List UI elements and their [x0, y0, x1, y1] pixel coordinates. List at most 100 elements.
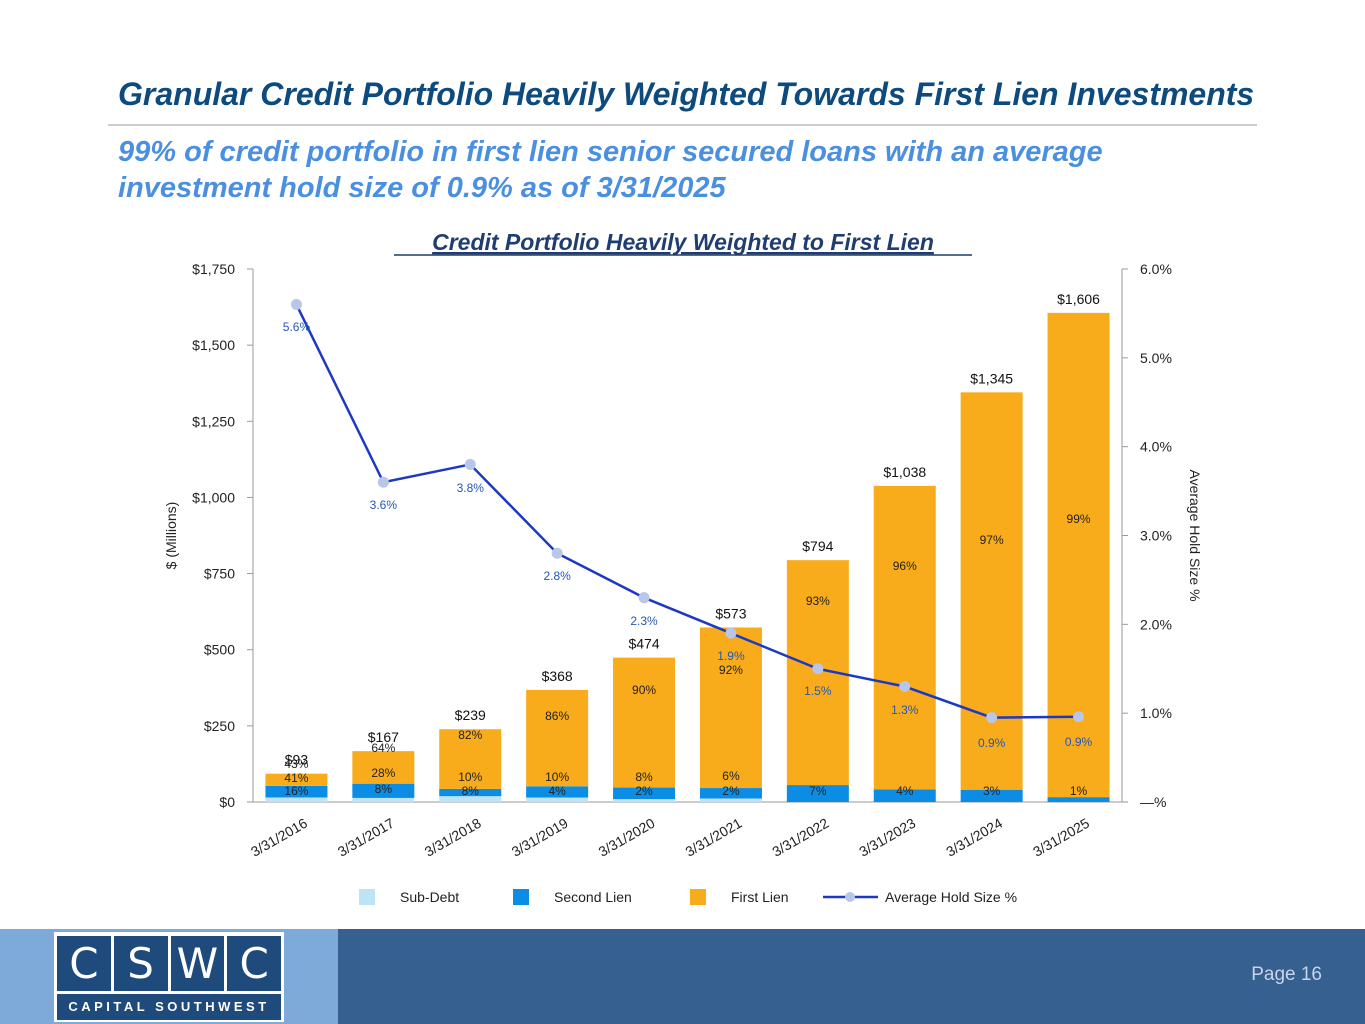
x-tick-label: 3/31/2025 — [1030, 815, 1092, 860]
data-label-second-lien: 1% — [1070, 784, 1088, 798]
bar-total-label: $167 — [368, 729, 399, 745]
data-label-second-lien: 4% — [896, 784, 914, 798]
line-marker — [812, 663, 824, 675]
data-label-first-lien: 82% — [458, 728, 482, 742]
line-data-label: 0.9% — [978, 736, 1006, 750]
legend-swatch — [513, 889, 529, 905]
line-marker — [725, 627, 737, 639]
y-tick-label-right: 3.0% — [1140, 528, 1172, 544]
line-data-label: 0.9% — [1065, 735, 1093, 749]
y-tick-label-left: $1,500 — [192, 337, 235, 353]
y-tick-label-left: $1,000 — [192, 489, 235, 505]
line-marker — [551, 547, 563, 559]
data-label-second-lien: 10% — [545, 770, 569, 784]
data-label-first-lien: 92% — [719, 663, 743, 677]
legend-line-marker — [845, 892, 855, 902]
y-tick-label-left: $1,250 — [192, 413, 235, 429]
bar-segment-first-lien — [613, 657, 676, 788]
bar-total-label: $573 — [715, 605, 746, 621]
y-axis-label-left: $ (Millions) — [163, 502, 179, 570]
title-divider — [108, 124, 1257, 126]
bar-total-label: $1,606 — [1057, 291, 1100, 307]
logo-letter: C — [227, 936, 281, 991]
x-tick-label: 3/31/2020 — [596, 815, 658, 860]
bar-segment-second-lien — [1047, 797, 1110, 802]
bar-segment-sub-debt — [265, 797, 328, 802]
line-marker — [377, 476, 389, 488]
y-tick-label-right: 4.0% — [1140, 439, 1172, 455]
bar-segment-second-lien — [873, 789, 936, 802]
data-label-first-lien: 64% — [371, 741, 395, 755]
legend-label: Average Hold Size % — [885, 889, 1017, 905]
data-label-sub-debt: 16% — [284, 784, 308, 798]
data-label-sub-debt: 8% — [462, 784, 480, 798]
bar-total-label: $368 — [542, 668, 573, 684]
line-data-label: 1.3% — [891, 703, 919, 717]
bar-total-label: $1,038 — [883, 464, 926, 480]
x-tick-label: 3/31/2022 — [769, 815, 831, 860]
line-marker — [290, 299, 302, 311]
bar-segment-second-lien — [699, 788, 762, 799]
page-subtitle: 99% of credit portfolio in first lien se… — [118, 136, 1103, 204]
y-tick-label-left: $500 — [204, 642, 235, 658]
y-tick-label-left: $0 — [219, 794, 235, 810]
bar-segment-first-lien — [699, 627, 762, 789]
data-label-sub-debt: 8% — [375, 782, 393, 796]
legend-label: Sub-Debt — [400, 889, 459, 905]
data-label-second-lien: 28% — [371, 766, 395, 780]
cswc-logo: C S W C CAPITAL SOUTHWEST — [54, 932, 284, 1022]
logo-letter: S — [113, 936, 168, 991]
data-label-second-lien: 3% — [983, 784, 1001, 798]
y-tick-label-right: 5.0% — [1140, 350, 1172, 366]
bar-segment-first-lien — [960, 392, 1023, 790]
line-marker — [638, 592, 650, 604]
x-tick-label: 3/31/2021 — [682, 815, 744, 860]
data-label-sub-debt: 2% — [635, 784, 653, 798]
bar-total-label: $474 — [628, 636, 659, 652]
logo-letters: C S W C — [57, 936, 281, 991]
bar-segment-first-lien — [1047, 312, 1110, 798]
x-tick-label: 3/31/2019 — [509, 815, 571, 860]
data-label-sub-debt: 2% — [722, 784, 740, 798]
legend-label: First Lien — [731, 889, 789, 905]
y-tick-label-right: 1.0% — [1140, 705, 1172, 721]
line-data-label: 1.9% — [717, 649, 745, 663]
credit-portfolio-chart: Credit Portfolio Heavily Weighted to Fir… — [163, 229, 1203, 905]
bar-total-label: $239 — [455, 707, 486, 723]
line-data-label: 5.6% — [283, 320, 311, 334]
bar-segment-sub-debt — [526, 797, 589, 802]
line-average-hold-size — [295, 303, 1079, 719]
bar-segment-second-lien — [613, 787, 676, 800]
line-marker — [986, 712, 998, 724]
y-tick-label-left: $1,750 — [192, 261, 235, 277]
data-label-first-lien: 86% — [545, 709, 569, 723]
bar-total-label: $93 — [285, 752, 309, 768]
line-marker — [1073, 711, 1085, 723]
bar-segment-sub-debt — [439, 796, 502, 802]
logo-letter: C — [57, 936, 111, 991]
bar-segment-sub-debt — [613, 799, 676, 802]
data-label-first-lien: 43% — [284, 757, 308, 771]
data-label-first-lien: 97% — [980, 533, 1004, 547]
x-tick-label: 3/31/2016 — [248, 815, 310, 860]
data-label-first-lien: 96% — [893, 559, 917, 573]
x-tick-label: 3/31/2018 — [422, 815, 484, 860]
line-data-label: 3.6% — [370, 498, 398, 512]
line-marker — [464, 458, 476, 470]
line-data-label: 2.8% — [543, 569, 571, 583]
data-label-first-lien: 99% — [1067, 512, 1091, 526]
bar-segment-second-lien — [786, 785, 849, 802]
y-tick-label-left: $750 — [204, 566, 235, 582]
bar-total-label: $794 — [802, 538, 833, 554]
legend-label: Second Lien — [554, 889, 632, 905]
bar-segment-second-lien — [352, 783, 415, 798]
bar-total-label: $1,345 — [970, 370, 1013, 386]
data-label-first-lien: 90% — [632, 683, 656, 697]
line-marker — [899, 681, 911, 693]
page-number: Page 16 — [1251, 964, 1322, 985]
bar-segment-second-lien — [265, 785, 328, 798]
y-axis-label-right: Average Hold Size % — [1187, 469, 1203, 601]
data-label-sub-debt: 4% — [548, 784, 566, 798]
logo-letter: W — [170, 936, 225, 991]
y-tick-label-right: —% — [1140, 794, 1166, 810]
